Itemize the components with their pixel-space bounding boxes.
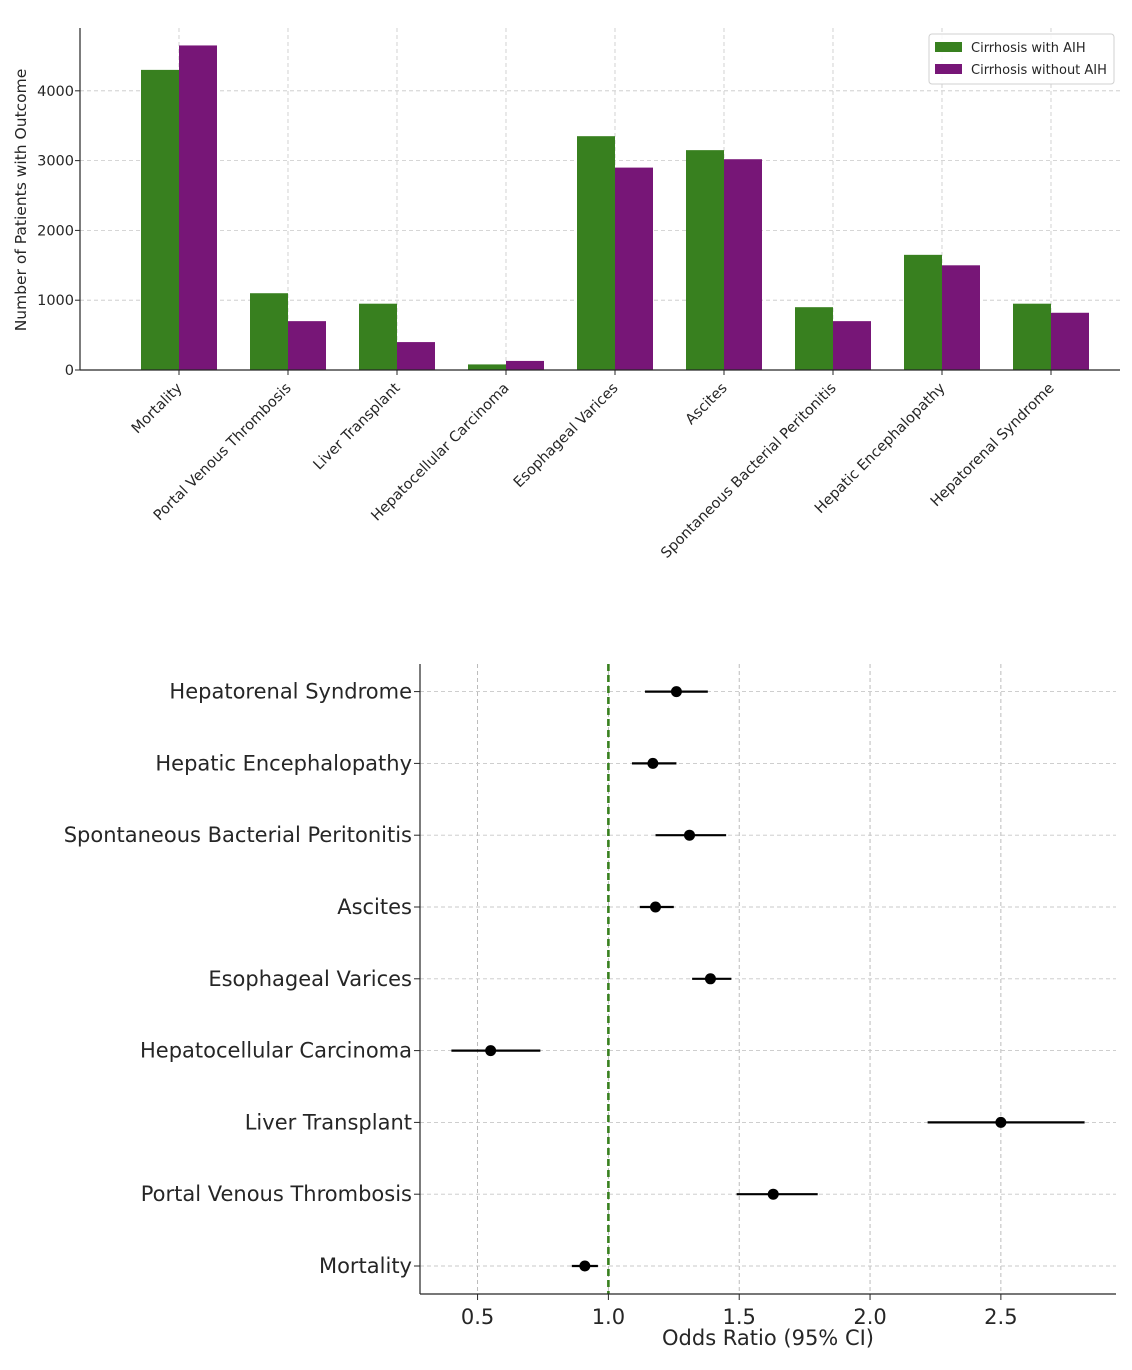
odds-ratio-point [485,1045,497,1057]
y-tick-label: 1000 [37,293,74,309]
bar-with-aih [250,293,288,370]
bar-with-aih [1013,303,1051,370]
forest-plot: 0.5 1.0 1.5 2.0 2.5 Mortality Portal Venous Th… [64,664,1116,1350]
bar-with-aih [686,150,724,370]
bar-with-aih [577,136,615,370]
forest-ticks: 0.5 1.0 1.5 2.0 2.5 Mortality Portal Venous Th… [64,680,1018,1329]
forest-grid [420,664,1116,1294]
y-tick-label: Liver Transplant [245,1110,412,1134]
bar-without-aih [833,321,871,370]
x-tick-label: Hepatorenal Syndrome [928,380,1058,510]
x-tick-label: 2.5 [984,1305,1017,1329]
y-tick-label: Mortality [319,1254,412,1278]
x-tick-label: Ascites [683,380,731,428]
bar-axes [79,28,1120,371]
legend: Cirrhosis with AIH Cirrhosis without AIH [928,33,1115,85]
bar-without-aih [615,167,653,370]
legend-label: Cirrhosis with AIH [971,41,1086,56]
bar-without-aih [288,321,326,370]
x-tick-label: 2.0 [853,1305,886,1329]
bar-without-aih [724,159,762,370]
x-tick-label: Esophageal Varices [511,380,622,491]
bar-without-aih [397,342,435,370]
x-tick-label: Spontaneous Bacterial Peritonitis [658,380,839,561]
forest-x-axis-title: Odds Ratio (95% CI) [662,1326,874,1350]
bar-y-axis-title: Number of Patients with Outcome [12,69,30,332]
bar-without-aih [506,360,544,370]
bar-with-aih [359,303,397,370]
x-tick-label: Mortality [129,380,186,437]
odds-ratio-point [704,973,716,985]
bar-with-aih [468,364,506,370]
bar-series [141,45,1089,371]
y-tick-label: Portal Venous Thrombosis [141,1182,412,1206]
bar-with-aih [141,69,179,370]
bar-without-aih [942,265,980,370]
forest-series [451,686,1085,1272]
y-tick-label: Hepatic Encephalopathy [155,751,412,775]
x-tick-label: 1.5 [723,1305,756,1329]
y-tick-label: Hepatocellular Carcinoma [140,1039,412,1063]
y-tick-label: Esophageal Varices [208,967,412,991]
legend-swatch [935,64,962,74]
bar-with-aih [795,307,833,370]
y-tick-label: Hepatorenal Syndrome [169,680,412,704]
odds-ratio-point [767,1188,779,1200]
x-tick-label: 0.5 [461,1305,494,1329]
legend-frame [928,33,1115,85]
bar-without-aih [1051,312,1089,370]
x-tick-label: Hepatic Encephalopathy [812,380,949,517]
legend-label: Cirrhosis without AIH [971,63,1107,78]
odds-ratio-point [670,686,682,698]
legend-swatch [935,42,962,52]
bar-without-aih [179,45,217,371]
odds-ratio-point [995,1116,1007,1128]
odds-ratio-point [684,829,696,841]
x-tick-label: 1.0 [592,1305,625,1329]
y-tick-label: 0 [65,363,74,379]
x-tick-label: Liver Transplant [311,380,404,473]
y-tick-label: Ascites [337,895,412,919]
y-tick-label: 4000 [37,84,74,100]
odds-ratio-point [649,901,661,913]
y-tick-label: 2000 [37,223,74,239]
bar-with-aih [904,254,942,370]
odds-ratio-point [579,1260,591,1272]
y-tick-label: Spontaneous Bacterial Peritonitis [64,823,412,847]
odds-ratio-point [647,757,659,769]
y-tick-label: 3000 [37,154,74,170]
